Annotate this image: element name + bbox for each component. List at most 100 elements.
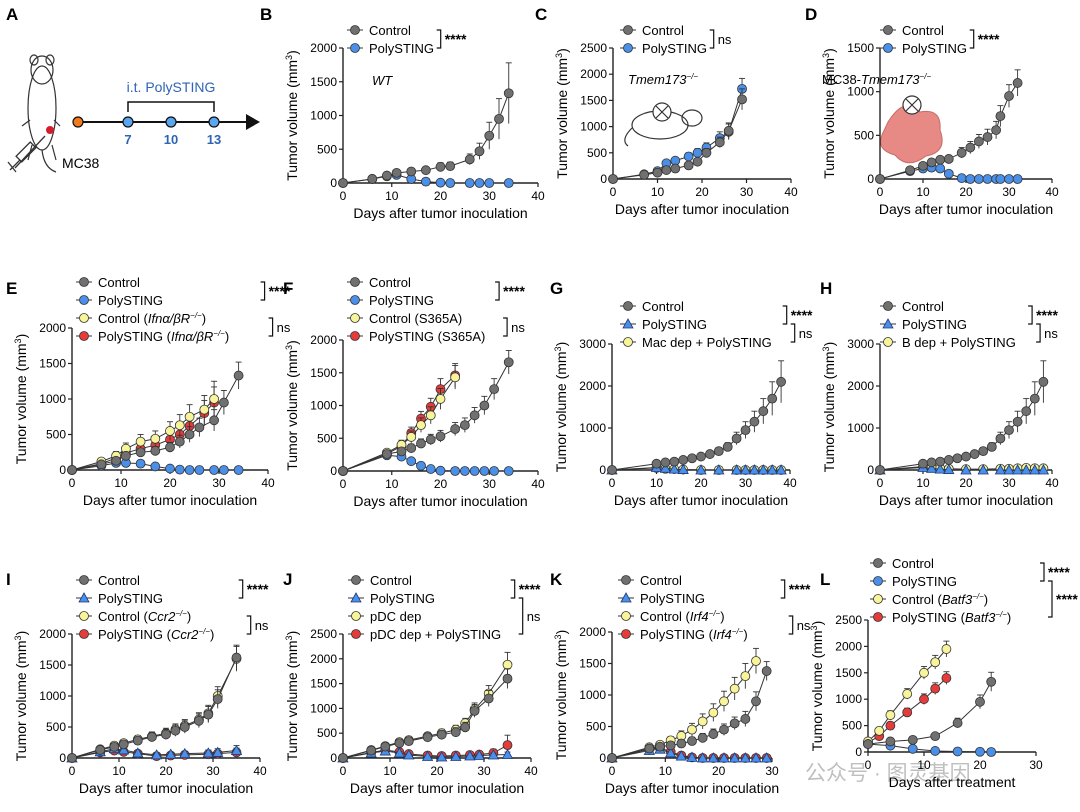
data-point <box>425 434 436 445</box>
data-point <box>436 751 448 762</box>
y-tick-label: 2000 <box>847 379 874 393</box>
x-tick-label: 0 <box>340 189 347 203</box>
y-axis-title: Tumor volume (mm3) <box>821 342 837 473</box>
x-tick-label: 10 <box>917 758 931 772</box>
series-control <box>875 69 1023 184</box>
data-point <box>670 163 681 174</box>
data-point <box>935 154 946 165</box>
tumor-model-label: MC38 <box>62 155 100 171</box>
data-point <box>218 397 229 408</box>
data-point <box>435 161 446 172</box>
legend: Control PolySTING ns <box>620 23 732 56</box>
y-axis-title: Tumor volume (mm3) <box>13 334 29 465</box>
data-point <box>995 111 1006 122</box>
series-control <box>863 671 997 749</box>
data-point <box>150 445 161 456</box>
x-tick-label: 40 <box>531 477 545 491</box>
data-point <box>1021 406 1032 417</box>
data-point <box>751 656 761 666</box>
timeline-arrow-icon <box>246 114 260 130</box>
tumor-site-icon <box>46 126 54 134</box>
chart-panel-l: L 0 10 20 30 0 500 1000 1500 2000 2500 Days after t… <box>809 556 1078 790</box>
y-tick-label: 1000 <box>39 392 66 406</box>
y-tick-label: 2000 <box>579 625 606 639</box>
legend-marker <box>873 576 883 586</box>
data-point <box>380 741 391 752</box>
y-tick-label: 2000 <box>39 321 66 335</box>
chart-panel-e: E 0 10 20 30 40 0 500 1000 1500 2000 Days after tum… <box>6 275 291 508</box>
legend-label: Control <box>98 275 140 290</box>
y-tick-label: 0 <box>330 176 337 190</box>
x-tick-label: 20 <box>959 476 973 490</box>
x-axis-title: Days after tumor inoculation <box>79 780 253 796</box>
stat-label: **** <box>789 581 811 597</box>
y-tick-label: 1000 <box>310 701 337 715</box>
x-axis-title: Days after tumor inoculation <box>350 780 524 796</box>
data-point <box>885 710 896 720</box>
data-point <box>1037 464 1050 475</box>
y-tick-label: 0 <box>599 751 606 765</box>
panel-label-g: G <box>550 279 563 298</box>
x-tick-label: 10 <box>650 476 664 490</box>
data-point <box>502 740 513 751</box>
data-point <box>416 420 426 431</box>
data-point <box>67 753 77 763</box>
x-tick-label: 20 <box>434 189 448 203</box>
timeline-day-marker <box>165 116 177 128</box>
data-point <box>393 747 406 758</box>
data-point <box>425 464 436 474</box>
data-point <box>905 165 915 176</box>
data-point <box>776 376 786 387</box>
legend-marker <box>873 558 883 568</box>
data-point <box>420 176 431 187</box>
data-point <box>435 465 446 476</box>
stat-bracket <box>238 579 244 599</box>
data-point <box>464 750 476 761</box>
data-point <box>421 750 434 761</box>
legend-label: Control <box>640 573 682 588</box>
data-point <box>1003 464 1015 475</box>
y-tick-label: 1500 <box>580 93 607 107</box>
legend-marker <box>623 301 633 311</box>
data-point <box>977 464 989 475</box>
data-point <box>474 178 485 188</box>
data-point <box>661 165 672 175</box>
data-point <box>960 464 972 475</box>
x-tick-label: 0 <box>340 764 347 778</box>
data-point <box>338 178 348 188</box>
x-axis-title: Days after treatment <box>889 774 1016 790</box>
legend: Control PolySTING Control (Ccr2−/−) PolySTI… <box>76 573 269 642</box>
y-tick-label: 1000 <box>847 421 874 435</box>
data-point <box>403 736 414 747</box>
y-tick-label: 2000 <box>579 379 606 393</box>
y-tick-label: 1000 <box>580 120 607 134</box>
inset-label: Tmem173−/− <box>628 72 698 87</box>
data-point <box>450 424 461 434</box>
data-point <box>943 154 954 164</box>
series-yellow <box>338 651 513 763</box>
data-point <box>231 652 242 663</box>
knockout-mouse-icon <box>624 102 703 147</box>
legend-marker <box>350 313 360 323</box>
legend-label: PolySTING <box>642 317 707 332</box>
data-point <box>233 370 244 381</box>
stat-label: **** <box>791 307 813 323</box>
series-polysting <box>67 457 244 475</box>
timeline-day-marker <box>208 116 220 128</box>
data-point <box>975 746 985 757</box>
legend-marker <box>622 318 634 329</box>
stat-bracket <box>1028 305 1033 325</box>
data-point <box>416 438 426 449</box>
data-point <box>969 449 980 459</box>
legend-marker <box>350 277 360 287</box>
mouse-icon <box>21 54 61 173</box>
data-point <box>986 676 997 687</box>
data-point <box>381 170 392 181</box>
timeline-day-label: 7 <box>124 132 131 147</box>
stat-label: **** <box>1056 591 1078 607</box>
series-control <box>607 661 772 763</box>
y-tick-label: 500 <box>586 720 606 734</box>
data-point <box>683 151 694 162</box>
data-point <box>425 410 436 421</box>
data-point <box>926 457 937 468</box>
